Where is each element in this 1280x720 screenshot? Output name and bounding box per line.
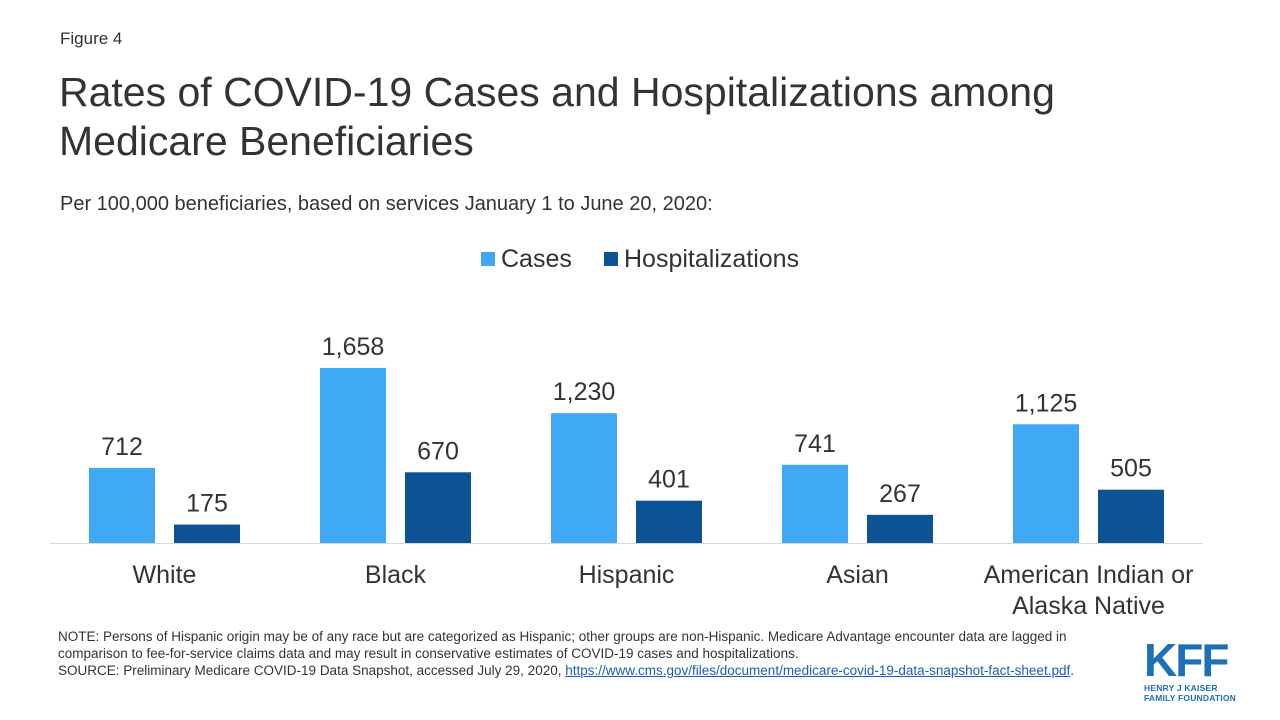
data-label-cases-2: 1,658 xyxy=(322,333,385,361)
footer-source-suffix: . xyxy=(1070,663,1074,678)
category-label-5-line-1: American Indian or xyxy=(984,561,1194,589)
data-label-hospitalizations-5: 505 xyxy=(1110,455,1152,483)
legend-label-hospitalizations: Hospitalizations xyxy=(624,244,800,273)
footer-source-prefix: SOURCE: Preliminary Medicare COVID-19 Da… xyxy=(58,663,566,678)
bar-hospitalizations-4 xyxy=(867,514,933,543)
data-label-cases-5: 1,125 xyxy=(1015,389,1078,417)
chart-subtitle: Per 100,000 beneficiaries, based on serv… xyxy=(60,193,713,215)
legend-item-cases: Cases xyxy=(481,244,572,274)
category-label-4: Asian xyxy=(826,561,889,589)
bar-hospitalizations-1 xyxy=(174,524,240,543)
bar-chart: 712 175 White 1,658 670 Black 1,230 401 Hispanic… xyxy=(50,333,1203,620)
bar-hospitalizations-5 xyxy=(1098,489,1164,543)
data-label-cases-4: 741 xyxy=(794,430,836,458)
bar-hospitalizations-3 xyxy=(636,500,702,543)
bar-cases-3 xyxy=(551,413,617,543)
data-label-hospitalizations-1: 175 xyxy=(186,490,228,518)
figure-label: Figure 4 xyxy=(60,29,123,48)
data-label-hospitalizations-3: 401 xyxy=(648,466,690,494)
legend-item-hospitalizations: Hospitalizations xyxy=(604,244,799,274)
legend-swatch-hospitalizations xyxy=(604,252,618,266)
category-label-3: Hispanic xyxy=(579,561,675,589)
bar-cases-4 xyxy=(782,464,848,543)
bar-cases-2 xyxy=(320,368,386,543)
footer-note: NOTE: Persons of Hispanic origin may be … xyxy=(58,629,1067,661)
legend-label-cases: Cases xyxy=(501,244,572,273)
bar-cases-1 xyxy=(89,467,155,543)
chart-legend: Cases Hospitalizations xyxy=(0,244,1280,274)
data-label-hospitalizations-4: 267 xyxy=(879,480,921,508)
bar-cases-5 xyxy=(1013,424,1079,543)
logo-mark: KFF xyxy=(1144,634,1229,686)
legend-swatch-cases xyxy=(481,252,495,266)
chart-title: Rates of COVID-19 Cases and Hospitalizat… xyxy=(59,69,1055,164)
category-label-2: Black xyxy=(365,561,427,589)
footer-source: SOURCE: Preliminary Medicare COVID-19 Da… xyxy=(58,662,1118,679)
data-label-hospitalizations-2: 670 xyxy=(417,437,459,465)
footer-source-link[interactable]: https://www.cms.gov/files/document/medic… xyxy=(565,663,1071,678)
logo-line-2: FAMILY FOUNDATION xyxy=(1144,693,1237,703)
bar-hospitalizations-2 xyxy=(405,472,471,543)
data-label-cases-3: 1,230 xyxy=(553,378,616,406)
chart-footer: NOTE: Persons of Hispanic origin may be … xyxy=(58,628,1118,679)
logo-line-1: HENRY J KAISER xyxy=(1144,683,1218,693)
data-label-cases-1: 712 xyxy=(101,433,143,461)
category-label-5-line-2: Alaska Native xyxy=(1012,592,1165,620)
category-label-1: White xyxy=(133,561,197,589)
kff-logo: KFF HENRY J KAISER FAMILY FOUNDATION xyxy=(1144,637,1239,703)
